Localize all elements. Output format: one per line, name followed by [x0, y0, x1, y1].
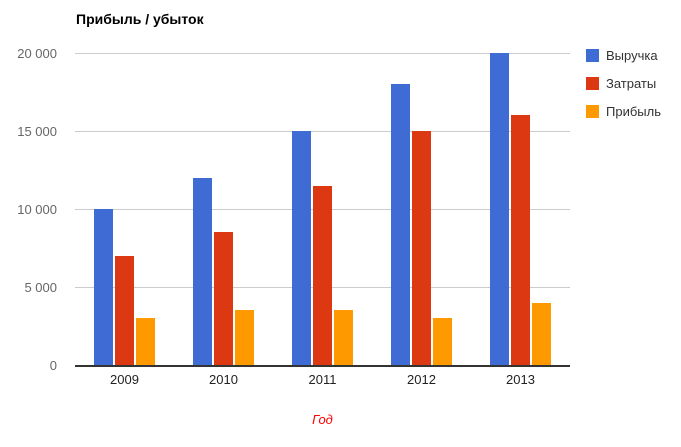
y-tick-label-20000: 20 000: [17, 46, 57, 61]
legend-label-profit: Прибыль: [606, 104, 661, 119]
bar-revenue-2011[interactable]: [292, 131, 311, 365]
bar-costs-2010[interactable]: [214, 232, 233, 365]
legend-item-costs: Затраты: [586, 76, 661, 91]
x-axis-title: Год: [312, 412, 333, 427]
x-tick-label-2010: 2010: [209, 372, 238, 387]
bar-group-2012: [372, 53, 471, 365]
legend-item-revenue: Выручка: [586, 48, 661, 63]
x-tick-label-2011: 2011: [308, 372, 337, 387]
bar-group-2010: [174, 53, 273, 365]
bar-costs-2013[interactable]: [511, 115, 530, 365]
legend: Выручка Затраты Прибыль: [586, 48, 661, 132]
legend-label-revenue: Выручка: [606, 48, 658, 63]
bar-profit-2009[interactable]: [136, 318, 155, 365]
bar-costs-2011[interactable]: [313, 185, 332, 365]
x-tick-label-2012: 2012: [407, 372, 436, 387]
bar-costs-2012[interactable]: [412, 131, 431, 365]
bar-revenue-2012[interactable]: [391, 84, 410, 365]
bar-revenue-2009[interactable]: [94, 209, 113, 365]
legend-label-costs: Затраты: [606, 76, 657, 91]
costs-swatch-icon: [586, 77, 599, 90]
y-tick-label-0: 0: [49, 358, 57, 373]
bar-profit-2013[interactable]: [532, 302, 551, 365]
y-tick-label-10000: 10 000: [17, 202, 57, 217]
bar-revenue-2013[interactable]: [490, 53, 509, 365]
gridline-15000: [75, 131, 570, 132]
gridline-20000: [75, 53, 570, 54]
y-tick-label-5000: 5 000: [24, 280, 57, 295]
bar-group-2009: [75, 53, 174, 365]
bar-profit-2012[interactable]: [433, 318, 452, 365]
profit-swatch-icon: [586, 105, 599, 118]
chart-title: Прибыль / убыток: [76, 11, 204, 27]
bar-group-2013: [471, 53, 570, 365]
legend-item-profit: Прибыль: [586, 104, 661, 119]
plot-area: [75, 53, 570, 367]
y-tick-label-15000: 15 000: [17, 124, 57, 139]
bar-profit-2010[interactable]: [235, 310, 254, 365]
revenue-swatch-icon: [586, 49, 599, 62]
bar-group-2011: [273, 53, 372, 365]
bar-profit-2011[interactable]: [334, 310, 353, 365]
x-axis: 2009 2010 2011 2012 2013: [75, 372, 570, 387]
bar-revenue-2010[interactable]: [193, 177, 212, 365]
x-tick-label-2009: 2009: [110, 372, 139, 387]
bar-costs-2009[interactable]: [115, 255, 134, 365]
x-tick-label-2013: 2013: [506, 372, 535, 387]
